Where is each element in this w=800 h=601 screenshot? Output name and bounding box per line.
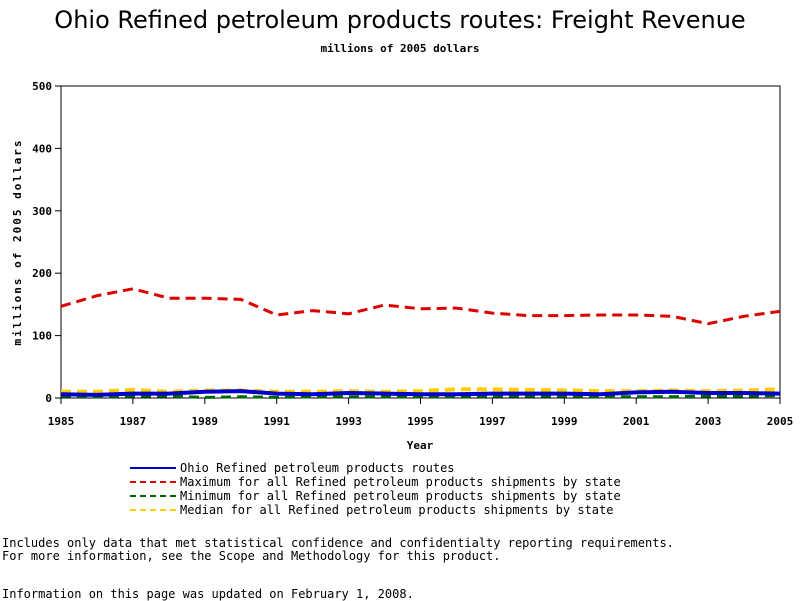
y-tick-label: 200 <box>32 267 52 280</box>
x-tick-label: 1989 <box>192 415 219 428</box>
series-line-2 <box>60 394 781 399</box>
y-tick-label: 300 <box>32 205 52 218</box>
plot-frame <box>60 85 781 399</box>
legend-swatch <box>130 495 176 497</box>
legend-label: Ohio Refined petroleum products routes <box>180 461 455 475</box>
series-line-0 <box>60 389 781 397</box>
line-chart: 0 100 200 300 400 500 1985 1987 1989 1991 1993 1995… <box>11 80 793 452</box>
x-tick-label: 2005 <box>767 415 794 428</box>
x-tick-label: 1993 <box>335 415 362 428</box>
x-tick-label: 1985 <box>48 415 75 428</box>
y-axis-title: millions of 2005 dollars <box>11 139 24 346</box>
y-tick-label: 0 <box>45 392 52 405</box>
legend-item: Median for all Refined petroleum product… <box>130 503 621 517</box>
x-tick-label: 1991 <box>263 415 290 428</box>
note-updated: Information on this page was updated on … <box>2 587 414 601</box>
x-tick-label: 1987 <box>120 415 147 428</box>
legend-swatch <box>130 481 176 483</box>
y-tick-label: 500 <box>32 80 52 93</box>
x-tick-label: 1997 <box>479 415 506 428</box>
chart-title: Ohio Refined petroleum products routes: … <box>54 6 746 34</box>
x-tick-label: 1999 <box>551 415 578 428</box>
x-tick-label: 2003 <box>695 415 722 428</box>
legend-swatch <box>130 467 176 469</box>
legend-item: Ohio Refined petroleum products routes <box>130 461 621 475</box>
chart-subtitle: millions of 2005 dollars <box>320 42 480 55</box>
x-tick-label: 1995 <box>407 415 434 428</box>
legend-label: Maximum for all Refined petroleum produc… <box>180 475 621 489</box>
legend-item: Maximum for all Refined petroleum produc… <box>130 475 621 489</box>
legend: Ohio Refined petroleum products routes Ma… <box>130 461 621 517</box>
legend-item: Minimum for all Refined petroleum produc… <box>130 489 621 503</box>
y-tick-label: 100 <box>32 330 52 343</box>
x-tick-label: 2001 <box>623 415 650 428</box>
note-methodology: For more information, see the Scope and … <box>2 549 501 563</box>
tick-layer: 0 100 200 300 400 500 1985 1987 1989 1991 1993 1995… <box>32 80 793 428</box>
legend-label: Minimum for all Refined petroleum produc… <box>180 489 621 503</box>
series-layer <box>60 287 781 399</box>
note-confidence: Includes only data that met statistical … <box>2 536 674 550</box>
series-line-1 <box>60 287 781 326</box>
legend-swatch <box>130 509 176 511</box>
y-tick-label: 400 <box>32 142 52 155</box>
legend-label: Median for all Refined petroleum product… <box>180 503 614 517</box>
x-axis-title: Year <box>407 439 434 452</box>
